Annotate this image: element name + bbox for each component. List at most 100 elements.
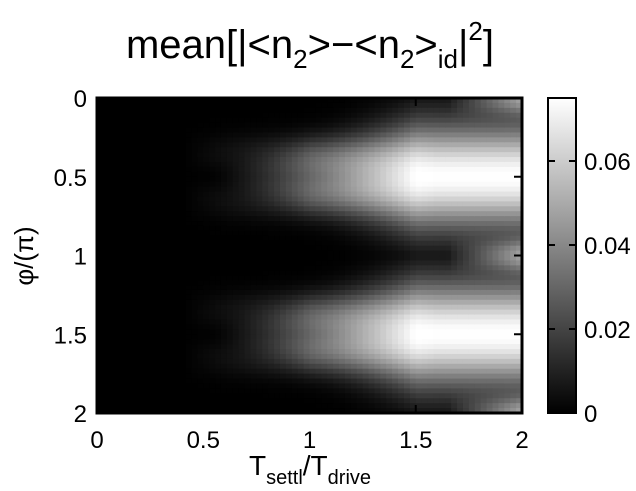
heatmap-cell xyxy=(185,107,193,114)
heatmap-cell xyxy=(498,393,505,399)
heatmap-cell xyxy=(179,289,187,296)
heatmap-cell xyxy=(333,250,340,257)
heatmap-cell xyxy=(409,260,417,266)
heatmap-cell xyxy=(510,299,517,306)
heatmap-cell xyxy=(445,285,452,291)
heatmap-cell xyxy=(161,289,169,296)
heatmap-cell xyxy=(220,240,228,247)
heatmap-cell xyxy=(285,225,293,232)
heatmap-cell xyxy=(327,102,334,109)
heatmap-cell xyxy=(474,344,482,350)
heatmap-cell xyxy=(256,383,263,389)
heatmap-cell xyxy=(439,270,446,276)
heatmap-cell xyxy=(344,349,352,355)
heatmap-cell xyxy=(274,216,281,222)
heatmap-cell xyxy=(344,260,352,266)
heatmap-cell xyxy=(262,166,269,173)
heatmap-cell xyxy=(238,265,246,271)
heatmap-cell xyxy=(167,122,175,129)
heatmap-cell xyxy=(262,161,269,168)
heatmap-cell xyxy=(498,147,505,153)
heatmap-cell xyxy=(161,349,169,355)
heatmap-cell xyxy=(498,250,505,257)
heatmap-cell xyxy=(439,299,446,306)
heatmap-cell xyxy=(504,408,511,414)
heatmap-cell xyxy=(191,117,198,124)
heatmap-cell xyxy=(339,161,346,168)
heatmap-cell xyxy=(203,363,210,370)
heatmap-cell xyxy=(356,206,364,212)
heatmap-cell xyxy=(197,137,204,143)
heatmap-cell xyxy=(256,211,263,217)
heatmap-cell xyxy=(226,98,234,104)
heatmap-cell xyxy=(150,98,157,104)
heatmap-cell xyxy=(439,142,446,148)
heatmap-cell xyxy=(244,206,252,212)
heatmap-cell xyxy=(468,255,476,262)
heatmap-cell xyxy=(468,280,476,286)
heatmap-cell xyxy=(421,294,429,301)
heatmap-cell xyxy=(132,408,139,414)
heatmap-cell xyxy=(398,280,405,286)
heatmap-cell xyxy=(486,393,494,399)
heatmap-cell xyxy=(120,221,128,227)
heatmap-cell xyxy=(333,186,340,193)
heatmap-cell xyxy=(309,112,316,119)
heatmap-cell xyxy=(433,289,440,296)
heatmap-cell xyxy=(238,191,246,198)
heatmap-cell xyxy=(516,176,523,183)
heatmap-cell xyxy=(209,294,216,301)
heatmap-cell xyxy=(126,349,134,355)
heatmap-cell xyxy=(457,255,464,262)
heatmap-cell xyxy=(244,334,252,340)
heatmap-cell xyxy=(156,314,163,321)
heatmap-cell xyxy=(167,225,175,232)
heatmap-cell xyxy=(421,186,429,193)
heatmap-cell xyxy=(492,201,499,207)
heatmap-cell xyxy=(333,98,340,104)
heatmap-cell xyxy=(197,324,204,330)
heatmap-cell xyxy=(516,240,523,247)
heatmap-cell xyxy=(256,349,263,355)
heatmap-cell xyxy=(285,245,293,252)
heatmap-cell xyxy=(150,245,157,252)
heatmap-cell xyxy=(403,181,411,188)
heatmap-cell xyxy=(433,265,440,271)
heatmap-cell xyxy=(173,245,181,252)
heatmap-cell xyxy=(427,358,435,365)
heatmap-cell xyxy=(197,196,204,202)
heatmap-cell xyxy=(492,255,499,262)
heatmap-cell xyxy=(462,383,470,389)
heatmap-cell xyxy=(268,147,275,153)
heatmap-cell xyxy=(179,275,187,281)
heatmap-cell xyxy=(167,107,175,114)
heatmap-cell xyxy=(102,211,110,217)
heatmap-cell xyxy=(297,137,305,143)
heatmap-cell xyxy=(291,250,299,257)
x-tick-label: 2 xyxy=(515,427,528,454)
heatmap-cell xyxy=(403,324,411,330)
heatmap-cell xyxy=(327,388,334,394)
heatmap-cell xyxy=(120,250,128,257)
heatmap-cell xyxy=(226,353,234,360)
heatmap-cell xyxy=(415,383,423,389)
heatmap-cell xyxy=(209,152,216,158)
heatmap-cell xyxy=(303,132,311,138)
heatmap-cell xyxy=(427,127,435,134)
heatmap-cell xyxy=(197,289,204,296)
heatmap-cell xyxy=(362,383,370,389)
heatmap-cell xyxy=(409,240,417,247)
heatmap-cell xyxy=(297,240,305,247)
heatmap-cell xyxy=(421,309,429,316)
heatmap-cell xyxy=(374,329,381,335)
heatmap-cell xyxy=(215,275,222,281)
heatmap-cell xyxy=(409,132,417,138)
heatmap-cell xyxy=(161,225,169,232)
heatmap-cell xyxy=(185,294,193,301)
heatmap-cell xyxy=(362,319,370,325)
heatmap-cell xyxy=(185,216,193,222)
heatmap-cell xyxy=(333,152,340,158)
heatmap-cell xyxy=(439,285,446,291)
heatmap-cell xyxy=(274,152,281,158)
heatmap-cell xyxy=(179,403,187,409)
